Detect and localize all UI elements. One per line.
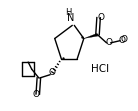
Text: HCl: HCl xyxy=(91,64,109,74)
Text: O: O xyxy=(33,90,39,99)
Text: N: N xyxy=(67,13,74,23)
Text: O: O xyxy=(97,13,104,22)
Text: O: O xyxy=(105,38,112,47)
Text: H: H xyxy=(65,8,72,17)
Text: O: O xyxy=(118,36,125,45)
Polygon shape xyxy=(84,33,98,39)
Text: O: O xyxy=(120,35,128,44)
Text: O: O xyxy=(49,68,55,77)
